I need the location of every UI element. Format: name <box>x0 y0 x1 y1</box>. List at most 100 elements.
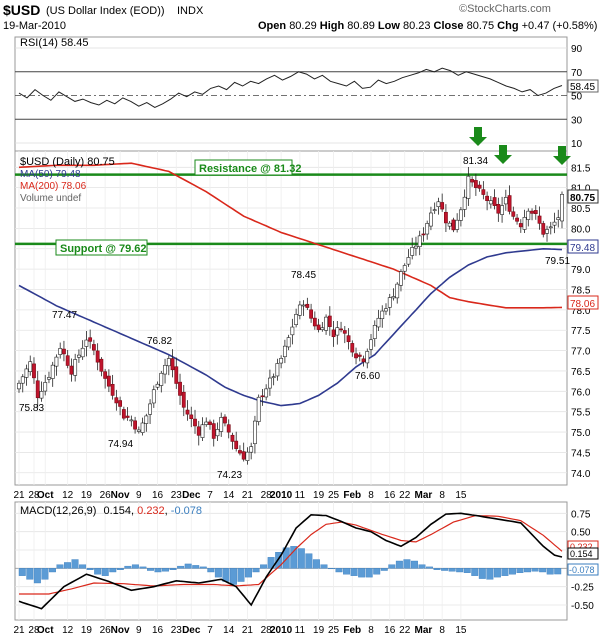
candle-body <box>466 175 471 199</box>
candle-body <box>151 389 156 404</box>
x-tick-label-bottom: 9 <box>136 625 142 636</box>
x-tick-label-bottom: 19 <box>313 625 325 636</box>
candle-body <box>399 271 403 286</box>
x-tick-label-top: Nov <box>111 490 130 501</box>
x-tick-label-top: 19 <box>313 490 325 501</box>
macd-histogram-bar <box>335 568 343 573</box>
macd-histogram-bar <box>222 568 230 582</box>
candle-body <box>140 422 145 433</box>
candle-body <box>159 372 164 386</box>
x-tick-label-bottom: 2010 <box>270 625 293 636</box>
ma50-tag-label: 79.48 <box>570 243 595 254</box>
rsi-frame <box>14 36 568 152</box>
macd-histogram-bar <box>441 568 449 571</box>
x-tick-label-top: Feb <box>343 490 361 501</box>
candle-body <box>515 217 519 222</box>
macd-tag-macd: 0.154 <box>570 549 593 559</box>
ma200-legend: MA(200) 78.06 <box>20 181 87 192</box>
candle-body <box>425 223 430 235</box>
candle-body <box>28 361 33 372</box>
x-tick-label-top: 16 <box>152 490 164 501</box>
arrows <box>469 127 571 165</box>
price-tick-label: 81.0 <box>571 184 591 195</box>
candle-body <box>335 327 340 336</box>
candle-body <box>65 355 70 366</box>
watermark: ©StockCharts.com <box>459 3 551 15</box>
candle-body <box>84 339 89 347</box>
price-tick-label: 77.0 <box>571 347 591 358</box>
macd-histogram-bar <box>350 568 358 576</box>
ma50-legend: MA(50) 79.48 <box>20 169 81 180</box>
macd-histogram-bar <box>388 564 396 569</box>
macd-histogram-bar <box>410 560 418 569</box>
macd-histogram-bar <box>554 568 562 575</box>
macd-histogram-bar <box>282 547 290 569</box>
price-tick-label: 76.0 <box>571 387 591 398</box>
macd-ticks: 0.750.500.250.00-0.25-0.50 <box>571 509 594 612</box>
candle-body <box>193 418 197 427</box>
price-tick-label: 75.5 <box>571 408 591 419</box>
candle-body <box>136 429 141 432</box>
price-tick-label: 81.5 <box>571 163 591 174</box>
candle-body <box>462 196 467 210</box>
rsi-tick-label: 30 <box>571 115 583 126</box>
macd-histogram-bar <box>463 568 471 573</box>
candle-body <box>39 391 44 399</box>
volume-legend: Volume undef <box>20 193 81 204</box>
macd-histogram-bar <box>418 564 426 569</box>
macd-histogram-bar <box>199 566 207 569</box>
symbol-name: (US Dollar Index (EOD)) <box>46 5 165 17</box>
candle-body <box>286 337 291 348</box>
macd-histogram-bar <box>546 568 554 575</box>
candle-body <box>372 325 377 339</box>
macd-histogram-bar <box>109 568 117 573</box>
candle-body <box>511 211 516 217</box>
macd-histogram-bar <box>486 568 494 580</box>
down-arrow-icon <box>469 127 487 146</box>
x-tick-label-top: 19 <box>81 490 93 501</box>
price-tick-label: 76.5 <box>571 367 591 378</box>
candle-body <box>294 313 299 325</box>
macd-histogram-bar <box>297 548 305 569</box>
x-tick-label-top: 28 <box>28 490 40 501</box>
candle-body <box>414 245 418 249</box>
candle-body <box>432 209 437 211</box>
price-tick-label: 80.0 <box>571 224 591 235</box>
candle-body <box>249 446 254 453</box>
x-tick-label-bottom: 8 <box>368 625 374 636</box>
macd-histogram-bar <box>531 568 539 572</box>
x-tick-label-top: 25 <box>328 490 340 501</box>
price-tick-label: 74.0 <box>571 469 591 480</box>
candle-body <box>24 368 29 378</box>
macd-histogram-bar <box>94 568 102 575</box>
candle-body <box>121 409 126 419</box>
last-price-label: 80.75 <box>570 193 595 204</box>
candle-body <box>129 419 134 422</box>
candle-body <box>181 391 186 408</box>
candle-body <box>241 451 246 460</box>
candle-body <box>473 180 478 188</box>
macd-histogram-bar <box>147 568 154 571</box>
candle-body <box>32 363 36 379</box>
candle-body <box>496 203 501 214</box>
candle-body <box>421 233 426 236</box>
macd-histogram-bar <box>229 568 237 585</box>
candle-body <box>73 359 78 376</box>
high-value: 80.89 <box>347 20 375 32</box>
low-label: Low <box>377 20 400 32</box>
price-ticks: 74.0 74.5 75.0 75.5 76.0 76.5 77.0 77.5 78.0 78.5… <box>571 163 591 479</box>
candle-body <box>253 420 257 445</box>
price-legend: $USD (Daily) 80.75 MA(50) 79.48 MA(200) … <box>20 156 115 204</box>
candle-body <box>17 382 21 390</box>
symbol: $USD <box>3 2 41 18</box>
candle-body <box>223 416 227 424</box>
macd-histogram-bar <box>139 566 147 569</box>
support-label-box: Support @ 79.62 <box>55 239 148 256</box>
macd-histogram-bar <box>71 559 79 569</box>
candle-body <box>125 415 130 418</box>
candle-body <box>91 344 96 351</box>
candle-body <box>312 317 317 327</box>
candle-body <box>518 223 523 228</box>
macd-histogram-bar <box>471 568 479 576</box>
